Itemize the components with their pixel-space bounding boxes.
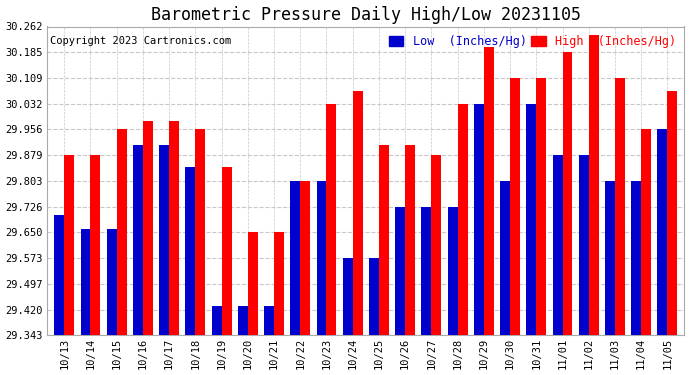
Bar [221, 167, 232, 335]
Text: Copyright 2023 Cartronics.com: Copyright 2023 Cartronics.com [50, 36, 232, 46]
Bar [55, 215, 64, 335]
Bar [107, 229, 117, 335]
Bar [195, 129, 206, 335]
Bar [90, 155, 101, 335]
Bar [631, 181, 641, 335]
Bar [605, 181, 615, 335]
Bar [290, 181, 300, 335]
Bar [317, 181, 326, 335]
Bar [553, 155, 562, 335]
Bar [117, 129, 127, 335]
Bar [300, 181, 310, 335]
Bar [379, 145, 389, 335]
Bar [159, 145, 169, 335]
Bar [133, 145, 143, 335]
Bar [484, 47, 494, 335]
Bar [667, 91, 678, 335]
Bar [405, 145, 415, 335]
Bar [536, 78, 546, 335]
Bar [526, 104, 536, 335]
Bar [248, 232, 258, 335]
Bar [589, 34, 599, 335]
Bar [448, 207, 457, 335]
Bar [169, 121, 179, 335]
Bar [457, 104, 468, 335]
Bar [64, 155, 75, 335]
Bar [579, 155, 589, 335]
Bar [422, 207, 431, 335]
Bar [369, 258, 379, 335]
Bar [343, 258, 353, 335]
Bar [186, 167, 195, 335]
Bar [562, 53, 573, 335]
Bar [326, 104, 337, 335]
Bar [143, 121, 153, 335]
Bar [658, 129, 667, 335]
Bar [212, 306, 221, 335]
Title: Barometric Pressure Daily High/Low 20231105: Barometric Pressure Daily High/Low 20231… [151, 6, 581, 24]
Bar [615, 78, 625, 335]
Bar [81, 229, 90, 335]
Bar [431, 155, 442, 335]
Bar [500, 181, 510, 335]
Bar [264, 306, 274, 335]
Bar [510, 78, 520, 335]
Bar [353, 91, 363, 335]
Bar [274, 232, 284, 335]
Bar [395, 207, 405, 335]
Bar [474, 104, 484, 335]
Bar [641, 129, 651, 335]
Legend: Low  (Inches/Hg), High  (Inches/Hg): Low (Inches/Hg), High (Inches/Hg) [387, 32, 678, 50]
Bar [238, 306, 248, 335]
